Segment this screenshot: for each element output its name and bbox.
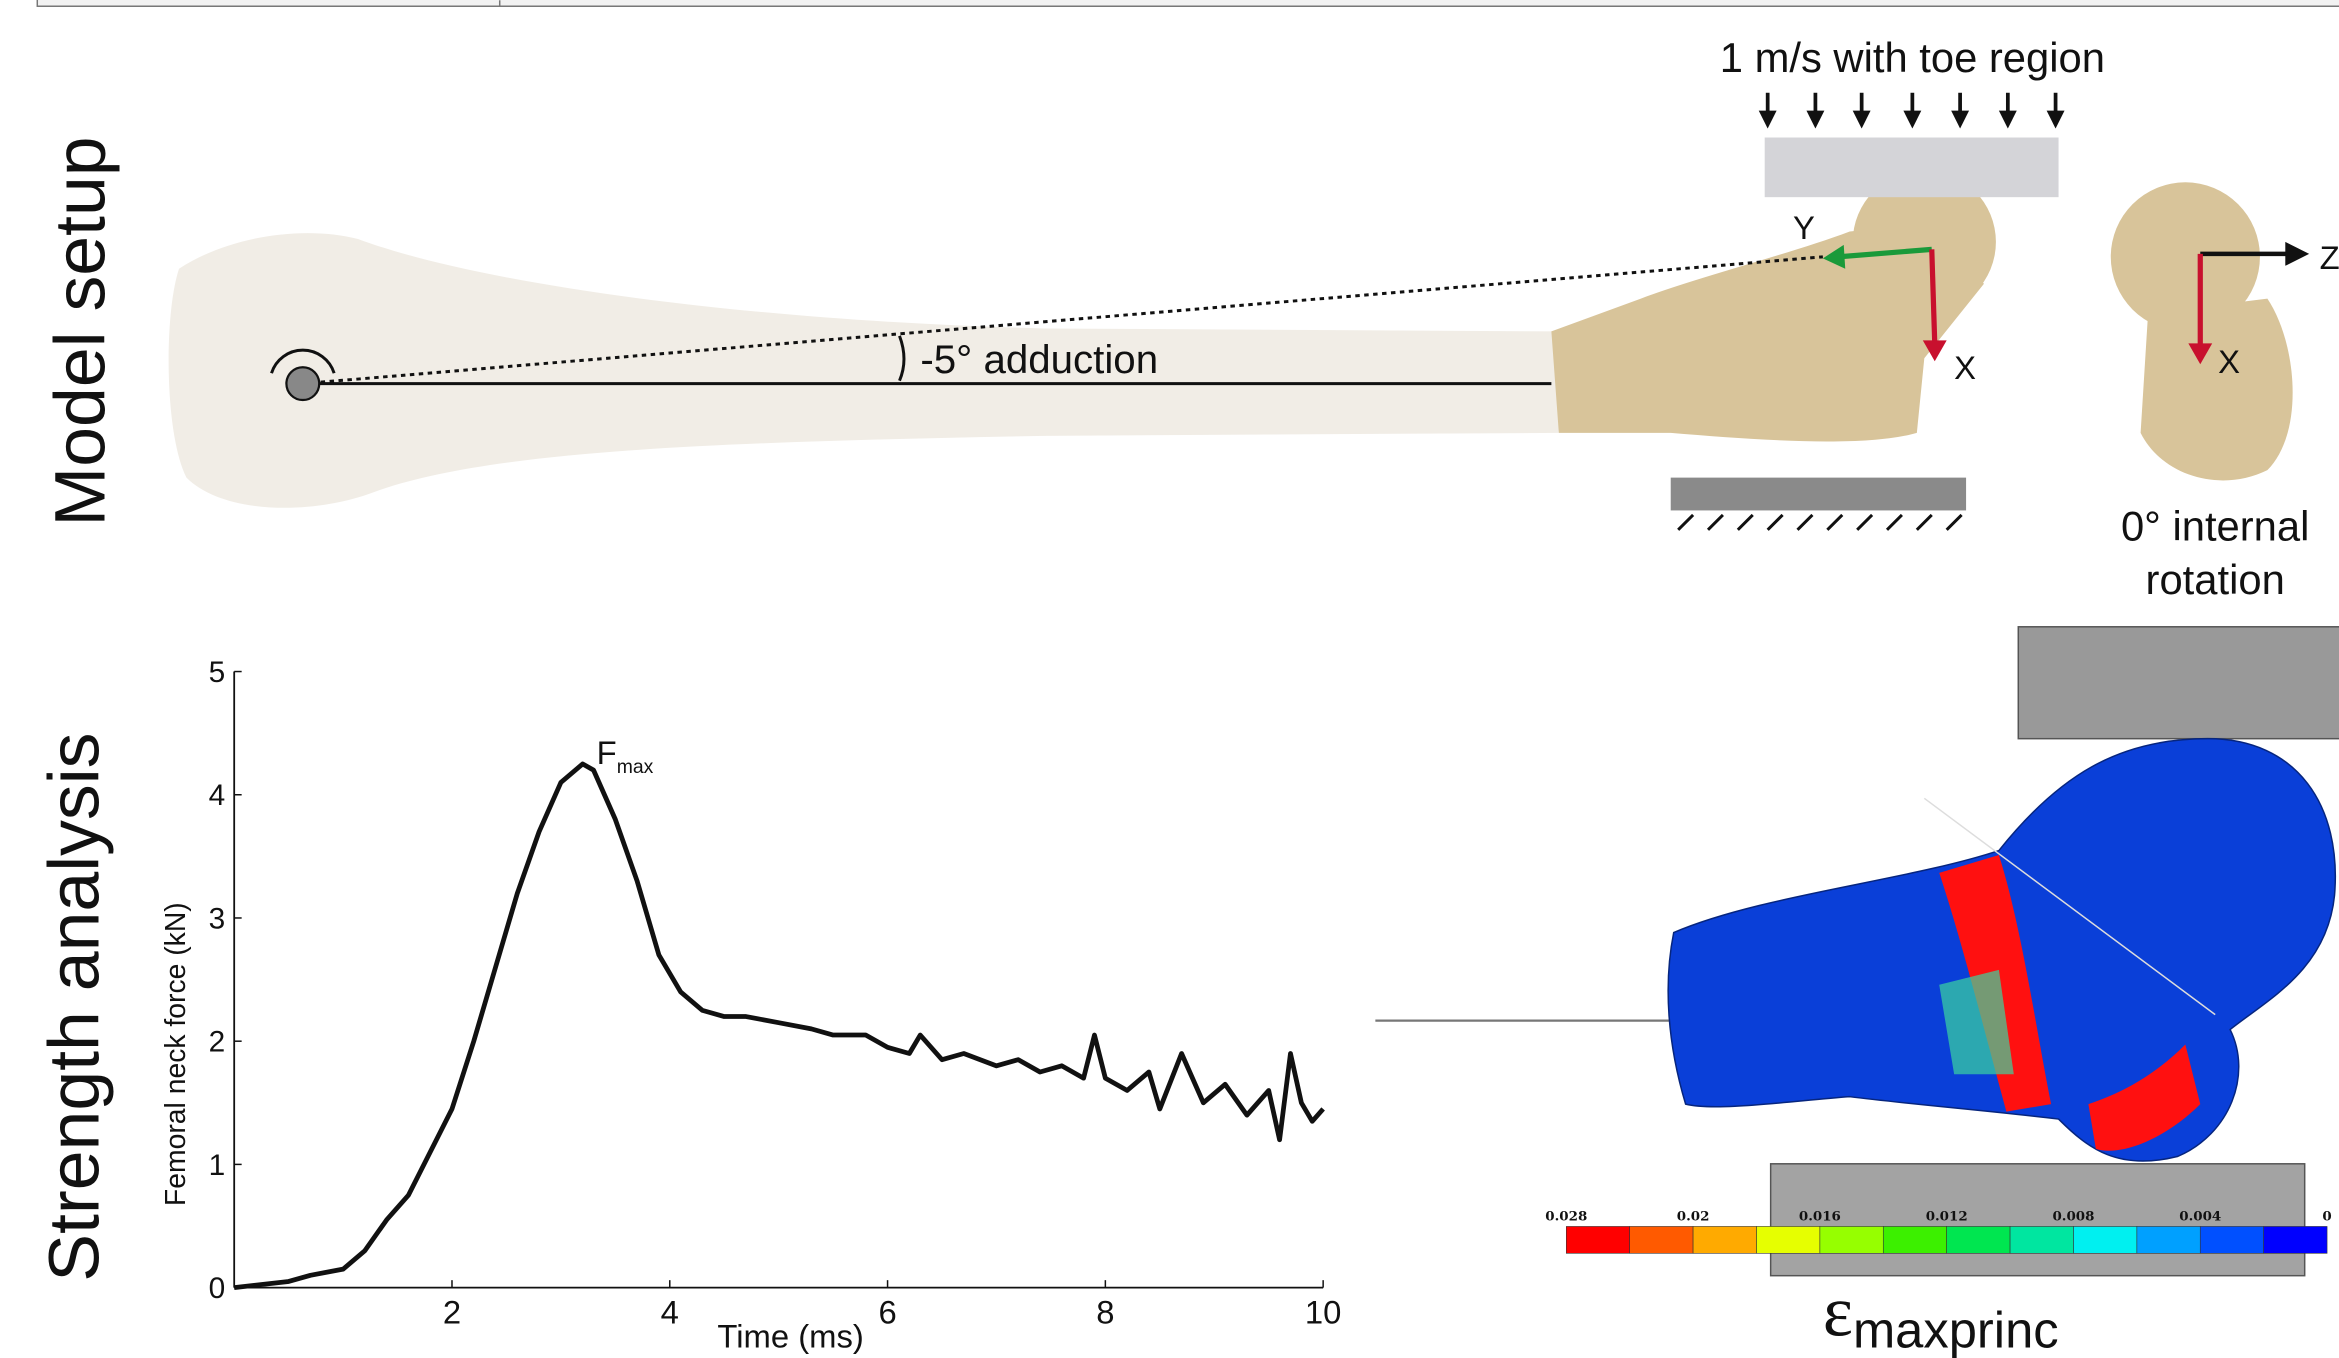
annotation: Fmax — [597, 734, 654, 778]
pivot — [285, 366, 321, 402]
colorbar-segment — [2073, 1226, 2138, 1254]
colorbar-label: 0.012 — [1926, 1208, 1968, 1224]
annotation-subscript: max — [617, 756, 654, 778]
colorbar-segment — [1692, 1226, 1757, 1254]
colorbar-label: 0.008 — [2052, 1208, 2094, 1224]
fe-axis — [1923, 797, 2216, 1016]
bottom-plate — [1670, 477, 1967, 511]
axis-label: Z — [2320, 239, 2339, 276]
subscript: maxprinc — [1853, 1301, 2059, 1358]
rotation-label: rotation — [2146, 556, 2285, 603]
hatching — [1677, 513, 1963, 531]
angle-label: -5° adduction — [920, 337, 1158, 382]
axis-label: X — [2218, 343, 2240, 380]
annotation-text: F — [597, 734, 617, 771]
side-femur — [2140, 298, 2293, 481]
x-axis-arrow — [1929, 249, 1938, 344]
colorbar-segment — [2199, 1226, 2264, 1254]
axis-label: Y — [1793, 209, 1815, 246]
x-tick-label: 2 — [443, 1293, 461, 1330]
colorbar-segment — [1565, 1226, 1630, 1254]
arrow-heads — [1758, 110, 2065, 129]
x-tick-label: 10 — [1305, 1293, 1341, 1330]
y-tick-label: 2 — [209, 1026, 226, 1059]
y-tick-label: 5 — [209, 656, 226, 689]
colorbar-label: 0.02 — [1677, 1208, 1710, 1224]
femur-shaft — [168, 233, 1559, 508]
y-tick-label: 4 — [209, 779, 226, 812]
x-tick-label: 4 — [661, 1293, 679, 1330]
fe-top-plate — [2017, 626, 2339, 740]
fe-bottom-plate — [1769, 1163, 2306, 1277]
chart: 0 1 2 3 4 5 2 4 6 8 10 Time (ms) Femoral neck force … — [160, 656, 1341, 1354]
arrow-head — [2188, 343, 2213, 365]
arrow-head — [1822, 244, 1846, 269]
colorbar-label: 0 — [2322, 1208, 2331, 1224]
panel-label: Model setup — [40, 136, 120, 526]
colorbar-title: εmaxprinc — [1823, 1272, 2059, 1358]
x-axis-label: Time (ms) — [717, 1317, 863, 1354]
rotation-label: 0° internal — [2121, 502, 2309, 549]
colorbar-segment — [1756, 1226, 1821, 1254]
x-tick-label: 8 — [1096, 1293, 1114, 1330]
colorbar: 0.028 0.02 0.016 0.012 0.008 0.004 0 εmaxprinc — [1545, 1208, 2331, 1358]
colorbar-segment — [1946, 1226, 2011, 1254]
rotation-arrow — [270, 348, 336, 374]
y-tick-label: 3 — [209, 902, 226, 935]
colorbar-segment — [2263, 1226, 2328, 1254]
y-axis-label: Femoral neck force (kN) — [160, 902, 192, 1206]
colorbar-label: 0.004 — [2179, 1208, 2221, 1224]
panel-label: Strength analysis — [34, 733, 114, 1282]
arrow-head — [1922, 340, 1947, 362]
angle-arc — [898, 335, 906, 382]
dotted-axis — [302, 255, 1823, 386]
colorbar-label: 0.016 — [1799, 1208, 1841, 1224]
x-tick-label: 6 — [878, 1293, 896, 1330]
symbol: ε — [1823, 1272, 1853, 1351]
top-strip — [36, 0, 2339, 7]
y-tick-label: 0 — [209, 1272, 226, 1305]
colorbar-segment — [2136, 1226, 2201, 1254]
y-axis-arrow — [1837, 246, 1932, 260]
colorbar-segment — [1882, 1226, 1947, 1254]
top-plate — [1764, 137, 2059, 198]
data-line — [233, 761, 1325, 1290]
axis-label: X — [1954, 349, 1976, 386]
colorbar-segment — [1819, 1226, 1884, 1254]
femoral-head — [1852, 170, 1996, 314]
fe-strain-patch — [1939, 969, 2014, 1075]
y-tick-label: 1 — [209, 1149, 226, 1182]
colorbar-segment — [2009, 1226, 2074, 1254]
arrow-head — [2285, 241, 2310, 266]
colorbar-segment — [1629, 1226, 1694, 1254]
fe-strain-band — [2088, 1044, 2201, 1151]
load-label: 1 m/s with toe region — [1720, 34, 2105, 81]
colorbar-label: 0.028 — [1545, 1208, 1587, 1224]
side-head — [2110, 182, 2260, 332]
